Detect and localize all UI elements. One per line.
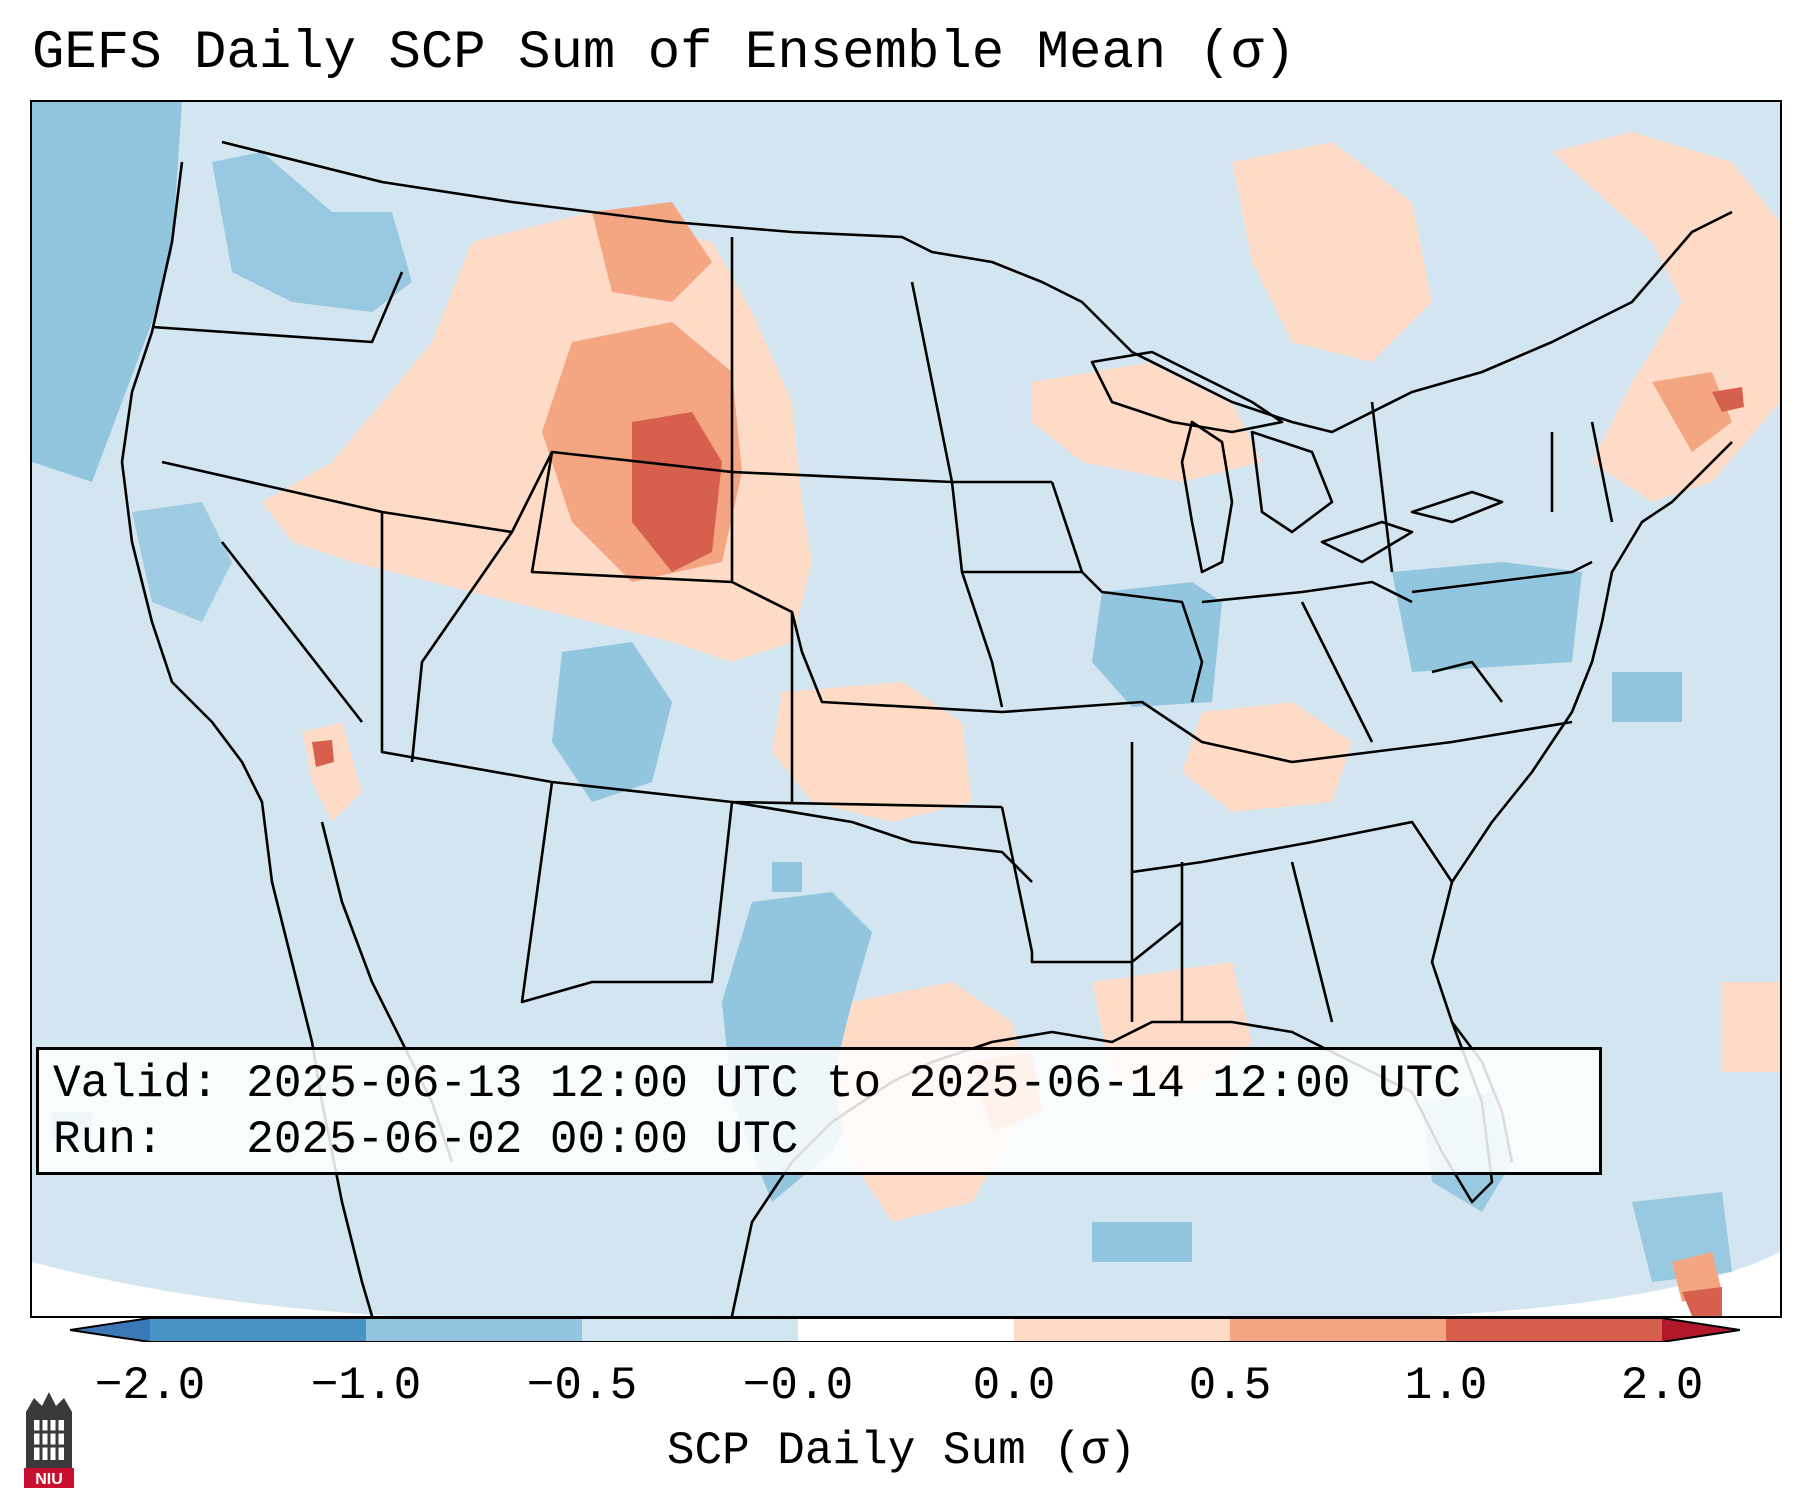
run-label: Run: [53, 1114, 164, 1166]
colorbar-bin [1014, 1318, 1230, 1342]
colorbar-tick: 1.0 [1404, 1360, 1488, 1412]
projection-edge [32, 1262, 832, 1316]
valid-row: Valid: 2025-06-13 12:00 UTC to 2025-06-1… [53, 1056, 1585, 1112]
colorbar-tick: −2.0 [94, 1360, 206, 1412]
colorbar [70, 1318, 1740, 1342]
niu-logo-text: NIU [35, 1471, 63, 1488]
colorbar-tick: 2.0 [1620, 1360, 1704, 1412]
colorbar-bin [1446, 1318, 1662, 1342]
valid-label: Valid: [53, 1058, 219, 1110]
run-row: Run: 2025-06-02 00:00 UTC [53, 1112, 1585, 1168]
colorbar-extend-low [70, 1318, 150, 1342]
run-value: 2025-06-02 00:00 UTC [246, 1114, 799, 1166]
colorbar-tick: 0.0 [972, 1360, 1056, 1412]
colorbar-bin [366, 1318, 582, 1342]
chart-title: GEFS Daily SCP Sum of Ensemble Mean (σ) [32, 23, 1296, 84]
colorbar-tick: −0.5 [526, 1360, 638, 1412]
colorbar-tick: −0.0 [742, 1360, 854, 1412]
colorbar-bin [798, 1318, 1014, 1342]
colorbar-tick: 0.5 [1188, 1360, 1272, 1412]
colorbar-bin [150, 1318, 366, 1342]
valid-run-info-box: Valid: 2025-06-13 12:00 UTC to 2025-06-1… [36, 1047, 1602, 1175]
colorbar-tick: −1.0 [310, 1360, 422, 1412]
colorbar-extend-high [1662, 1318, 1740, 1342]
colorbar-bin [582, 1318, 798, 1342]
niu-logo: NIU [24, 1392, 74, 1488]
valid-value: 2025-06-13 12:00 UTC to 2025-06-14 12:00… [246, 1058, 1461, 1110]
colorbar-bin [1230, 1318, 1446, 1342]
colorbar-label: SCP Daily Sum (σ) [666, 1425, 1137, 1477]
